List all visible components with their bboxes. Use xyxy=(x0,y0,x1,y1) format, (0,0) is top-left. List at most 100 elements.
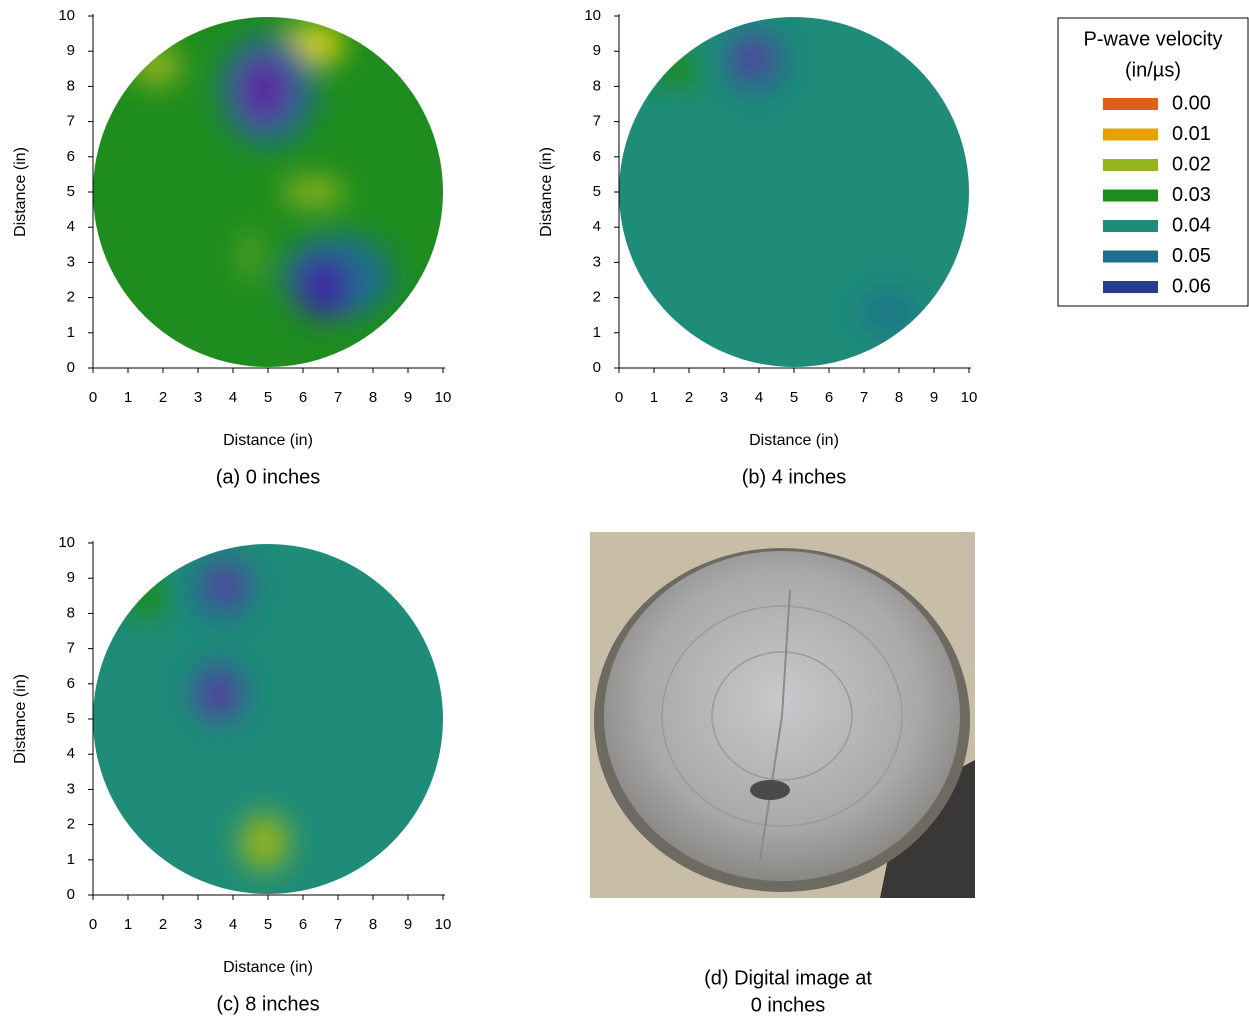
photo-panel xyxy=(590,532,975,898)
y-axis-label: Distance (in) xyxy=(12,674,29,764)
x-tick-label: 5 xyxy=(264,389,272,406)
plot xyxy=(93,17,443,367)
y-tick-label: 3 xyxy=(67,780,75,797)
photo-caption: (d) Digital image at xyxy=(704,967,872,989)
x-tick-label: 0 xyxy=(89,389,97,406)
y-tick-label: 7 xyxy=(67,113,75,130)
caption: (a) 0 inches xyxy=(216,466,321,488)
legend-label: 0.03 xyxy=(1172,184,1211,206)
anomaly xyxy=(296,255,352,319)
y-tick-label: 7 xyxy=(67,640,75,657)
x-tick-label: 5 xyxy=(264,916,272,933)
photo-caption: 0 inches xyxy=(751,994,826,1016)
stump-ring xyxy=(711,651,853,781)
x-tick-label: 10 xyxy=(435,916,452,933)
legend-swatch xyxy=(1103,128,1158,141)
anomaly xyxy=(647,51,703,87)
x-tick-label: 8 xyxy=(369,916,377,933)
y-tick-label: 0 xyxy=(67,359,75,376)
x-tick-label: 0 xyxy=(89,916,97,933)
y-tick-label: 10 xyxy=(58,534,75,551)
anomaly xyxy=(240,227,261,284)
y-tick-label: 7 xyxy=(593,113,601,130)
x-axis-label: Distance (in) xyxy=(749,432,839,449)
y-tick-label: 6 xyxy=(67,675,75,692)
x-tick-label: 1 xyxy=(650,389,658,406)
y-tick-label: 3 xyxy=(593,253,601,270)
y-axis-label: Distance (in) xyxy=(538,147,555,237)
x-tick-label: 10 xyxy=(435,389,452,406)
y-tick-label: 9 xyxy=(67,569,75,586)
anomaly xyxy=(201,673,237,716)
x-axis-label: Distance (in) xyxy=(223,959,313,976)
x-tick-label: 4 xyxy=(229,389,237,406)
anomaly xyxy=(131,44,181,87)
y-tick-label: 2 xyxy=(67,816,75,833)
y-tick-label: 8 xyxy=(67,77,75,94)
stump-ring xyxy=(661,605,903,827)
y-tick-label: 2 xyxy=(67,289,75,306)
y-tick-label: 10 xyxy=(58,7,75,24)
x-tick-label: 2 xyxy=(685,389,693,406)
y-tick-label: 0 xyxy=(67,886,75,903)
y-tick-label: 5 xyxy=(593,183,601,200)
x-tick-label: 10 xyxy=(961,389,978,406)
y-tick-label: 1 xyxy=(67,851,75,868)
anomaly xyxy=(208,567,244,603)
x-tick-label: 1 xyxy=(124,916,132,933)
x-tick-label: 6 xyxy=(299,389,307,406)
legend-label: 0.02 xyxy=(1172,153,1211,175)
y-tick-label: 3 xyxy=(67,253,75,270)
x-tick-label: 4 xyxy=(755,389,763,406)
specimen-field xyxy=(619,17,969,367)
x-tick-label: 9 xyxy=(930,389,938,406)
y-tick-label: 6 xyxy=(67,148,75,165)
stump-void xyxy=(750,780,790,800)
legend-label: 0.06 xyxy=(1172,275,1211,297)
x-tick-label: 2 xyxy=(159,389,167,406)
x-tick-label: 9 xyxy=(404,916,412,933)
y-tick-label: 2 xyxy=(593,289,601,306)
anomaly xyxy=(121,574,170,617)
stump-crack xyxy=(759,589,791,861)
legend-swatch xyxy=(1103,250,1158,263)
legend-swatch xyxy=(1103,98,1158,110)
specimen-field xyxy=(93,544,443,894)
plot xyxy=(93,544,443,894)
legend-swatch xyxy=(1103,159,1158,171)
anomalies xyxy=(121,553,289,871)
legend-swatch xyxy=(1103,281,1158,293)
anomaly xyxy=(734,40,770,76)
anomaly-layer xyxy=(131,23,394,319)
legend-label: 0.01 xyxy=(1172,123,1211,145)
caption: (c) 8 inches xyxy=(216,993,319,1015)
y-tick-label: 6 xyxy=(593,148,601,165)
caption: (b) 4 inches xyxy=(742,466,847,488)
y-tick-label: 4 xyxy=(593,218,601,235)
x-tick-label: 3 xyxy=(194,389,202,406)
x-tick-label: 7 xyxy=(334,389,342,406)
y-tick-label: 4 xyxy=(67,745,75,762)
anomaly xyxy=(857,287,920,337)
x-tick-label: 8 xyxy=(895,389,903,406)
legend-swatch xyxy=(1103,220,1158,232)
y-tick-label: 8 xyxy=(593,77,601,94)
y-tick-label: 1 xyxy=(67,324,75,341)
legend-title: P-wave velocity xyxy=(1084,28,1223,50)
x-tick-label: 0 xyxy=(615,389,623,406)
x-tick-label: 1 xyxy=(124,389,132,406)
y-tick-label: 10 xyxy=(584,7,601,24)
anomaly xyxy=(240,814,289,871)
y-axis-label: Distance (in) xyxy=(12,147,29,237)
x-tick-label: 5 xyxy=(790,389,798,406)
anomalies xyxy=(131,23,394,319)
x-tick-label: 2 xyxy=(159,916,167,933)
y-tick-label: 0 xyxy=(593,359,601,376)
x-tick-label: 6 xyxy=(299,916,307,933)
legend-label: 0.00 xyxy=(1172,92,1211,114)
x-tick-label: 7 xyxy=(334,916,342,933)
x-tick-label: 6 xyxy=(825,389,833,406)
x-tick-label: 4 xyxy=(229,916,237,933)
legend-label: 0.05 xyxy=(1172,245,1211,267)
